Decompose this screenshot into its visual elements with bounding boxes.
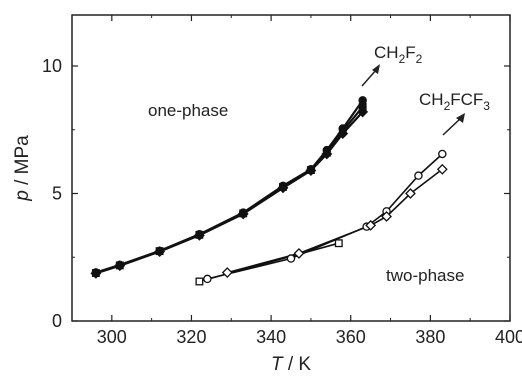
data-point-filled-square bbox=[322, 148, 331, 157]
data-point-open-diamond bbox=[365, 219, 377, 231]
series-line-2 bbox=[95, 106, 364, 275]
y-tick-label: 5 bbox=[52, 184, 62, 204]
data-point-filled-square bbox=[306, 166, 315, 174]
data-point-open-circle bbox=[286, 254, 296, 263]
one-phase-label: one-phase bbox=[148, 101, 228, 120]
x-tick-label: 340 bbox=[256, 327, 286, 347]
ch2fcf3-arrowhead bbox=[456, 113, 465, 123]
data-point-open-circle bbox=[203, 274, 212, 284]
x-tick-label: 300 bbox=[97, 327, 127, 347]
data-point-filled-square bbox=[239, 209, 248, 218]
data-point-open-diamond bbox=[221, 267, 233, 278]
series-line-5 bbox=[199, 242, 340, 283]
y-tick-label: 0 bbox=[52, 311, 62, 331]
data-point-filled-square bbox=[279, 182, 287, 191]
data-point-open-circle bbox=[414, 171, 423, 180]
series-group bbox=[90, 96, 448, 286]
data-point-filled-square bbox=[358, 102, 367, 111]
x-tick-label: 360 bbox=[336, 327, 366, 347]
x-tick-label: 380 bbox=[415, 327, 445, 347]
x-tick-label: 400 bbox=[495, 327, 522, 347]
y-tick-label: 10 bbox=[42, 56, 62, 76]
data-point-filled-square bbox=[338, 127, 347, 135]
ch2fcf3-arrow bbox=[442, 117, 462, 136]
x-tick-label: 320 bbox=[176, 327, 206, 347]
data-point-open-diamond bbox=[405, 188, 416, 199]
ch2fcf3-label: CH2FCF3 bbox=[419, 90, 490, 113]
axis-ticks: 300 320 340 360 380 400 0 5 10 bbox=[42, 15, 522, 347]
y-axis-label: p / MPa bbox=[12, 135, 33, 202]
data-point-open-square bbox=[195, 277, 204, 286]
series-line-1 bbox=[95, 111, 364, 275]
ch2f2-arrow bbox=[361, 68, 378, 87]
data-point-open-diamond bbox=[436, 163, 448, 175]
x-axis-label: T / K bbox=[271, 354, 311, 375]
series-line-0 bbox=[95, 99, 364, 274]
data-point-filled-square bbox=[155, 247, 164, 256]
ch2f2-arrowhead bbox=[372, 64, 380, 74]
data-point-filled-square bbox=[115, 261, 124, 270]
data-point-filled-square bbox=[195, 230, 204, 239]
data-point-filled-square bbox=[91, 269, 100, 278]
ch2f2-label: CH2F2 bbox=[374, 43, 423, 66]
two-phase-label: two-phase bbox=[386, 266, 464, 285]
series-line-3 bbox=[207, 153, 443, 280]
data-point-open-diamond bbox=[293, 248, 305, 259]
plot-frame bbox=[71, 14, 511, 322]
data-point-open-circle bbox=[438, 149, 447, 159]
data-point-open-square bbox=[334, 239, 343, 248]
data-point-open-diamond bbox=[381, 211, 392, 222]
